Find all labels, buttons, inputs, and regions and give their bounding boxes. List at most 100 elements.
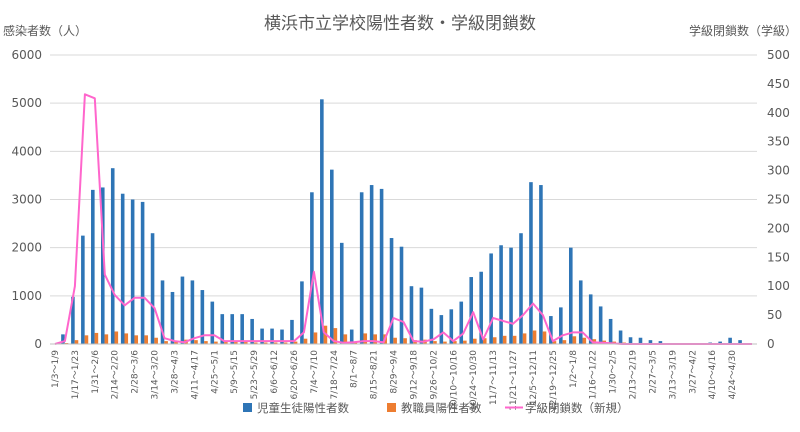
- bar-student-cases: [469, 277, 473, 344]
- y-left-tick-label: 3000: [11, 193, 42, 207]
- y-right-tick-label: 450: [767, 77, 790, 91]
- y-axis-right-label: 学級閉鎖数（学級）: [689, 23, 797, 38]
- bar-staff-cases: [304, 339, 308, 344]
- x-tick-label: 7/4～7/10: [310, 350, 320, 394]
- y-right-tick-label: 0: [767, 337, 775, 351]
- y-left-tick-label: 4000: [11, 144, 42, 158]
- bar-student-cases: [191, 280, 195, 344]
- bar-staff-cases: [134, 335, 138, 344]
- y-right-tick-label: 150: [767, 250, 790, 264]
- x-tick-label: 9/12～9/18: [410, 350, 420, 400]
- bar-staff-cases: [85, 335, 89, 344]
- y-left-tick-label: 2000: [11, 241, 42, 255]
- y-left-tick-label: 6000: [11, 48, 42, 62]
- bar-student-cases: [230, 314, 234, 344]
- bar-student-cases: [599, 306, 603, 344]
- bar-staff-cases: [573, 336, 577, 344]
- x-tick-label: 2/28～3/6: [131, 350, 141, 394]
- bar-staff-cases: [105, 334, 109, 344]
- x-tick-label: 4/25～5/1: [210, 350, 220, 394]
- y-left-tick-label: 0: [34, 337, 42, 351]
- y-right-tick-label: 200: [767, 221, 790, 235]
- bar-student-cases: [360, 192, 364, 344]
- bar-student-cases: [330, 170, 334, 344]
- bar-staff-cases: [503, 336, 507, 344]
- x-tick-label: 2/14～2/20: [111, 350, 121, 400]
- x-tick-label: 8/15～8/21: [370, 350, 380, 399]
- x-tick-label: 4/10～4/16: [708, 350, 718, 400]
- y-right-tick-label: 500: [767, 48, 790, 62]
- bar-student-cases: [539, 185, 543, 344]
- x-tick-label: 1/31～2/6: [91, 350, 101, 394]
- bar-student-cases: [569, 248, 573, 344]
- bar-student-cases: [499, 245, 503, 344]
- bar-student-cases: [579, 280, 583, 344]
- x-tick-label: 3/13～3/19: [668, 350, 678, 400]
- bar-staff-cases: [583, 338, 587, 344]
- chart-title: 横浜市立学校陽性者数・学級閉鎖数: [264, 14, 536, 34]
- x-tick-label: 4/11～4/17: [190, 350, 200, 399]
- bar-staff-cases: [523, 333, 527, 344]
- legend-label: 教職員陽性者数: [401, 401, 482, 415]
- x-tick-label: 6/20～6/26: [290, 350, 300, 400]
- bar-student-cases: [509, 248, 513, 344]
- bar-staff-cases: [363, 333, 367, 344]
- bar-student-cases: [240, 314, 244, 344]
- bar-student-cases: [420, 288, 424, 344]
- bar-staff-cases: [473, 339, 477, 344]
- x-tick-label: 4/24～4/30: [728, 350, 738, 400]
- x-tick-label: 1/2～1/8: [569, 350, 579, 388]
- bar-staff-cases: [533, 331, 537, 344]
- bar-staff-cases: [403, 338, 407, 344]
- bar-staff-cases: [563, 340, 567, 344]
- bar-staff-cases: [513, 336, 517, 344]
- x-tick-label: 5/23～5/29: [250, 350, 260, 400]
- bar-student-cases: [440, 315, 444, 344]
- x-tick-label: 2/27～3/5: [648, 350, 658, 394]
- y-left-tick-label: 1000: [11, 289, 42, 303]
- line-class-closures: [55, 94, 752, 344]
- line-series-group: [55, 94, 752, 344]
- x-tick-label: 2/13～2/19: [629, 350, 639, 400]
- y-right-tick-label: 250: [767, 193, 790, 207]
- x-tick-label: 1/16～1/22: [589, 350, 599, 399]
- x-tick-label: 1/30～2/5: [609, 350, 619, 394]
- bar-student-cases: [211, 302, 215, 344]
- x-tick-label: 3/27～4/2: [688, 350, 698, 394]
- bar-staff-cases: [154, 338, 158, 344]
- bar-student-cases: [489, 253, 493, 344]
- bar-student-cases: [529, 182, 533, 344]
- bar-staff-cases: [124, 333, 128, 344]
- bar-staff-cases: [463, 341, 467, 344]
- bar-student-cases: [181, 277, 185, 344]
- legend-label: 学級閉鎖数（新規）: [525, 401, 629, 415]
- bar-student-cases: [81, 236, 85, 344]
- x-tick-label: 9/26～10/2: [429, 350, 439, 399]
- bar-student-cases: [121, 194, 125, 344]
- y-right-tick-label: 100: [767, 279, 790, 293]
- bar-student-cases: [370, 185, 374, 344]
- bar-student-cases: [91, 190, 95, 344]
- x-tick-label: 1/3～1/9: [51, 350, 61, 388]
- bar-student-cases: [151, 233, 155, 344]
- bar-staff-cases: [314, 332, 318, 344]
- bar-student-cases: [589, 294, 593, 344]
- bar-staff-cases: [393, 338, 397, 344]
- bar-staff-cases: [543, 331, 547, 344]
- bar-staff-cases: [373, 334, 377, 344]
- x-tick-label: 8/29～9/4: [390, 350, 400, 394]
- x-tick-label: 8/1～8/7: [350, 350, 360, 388]
- bar-staff-cases: [194, 340, 198, 344]
- bar-student-cases: [310, 192, 314, 344]
- bar-student-cases: [609, 319, 613, 344]
- bar-student-cases: [619, 331, 623, 344]
- x-tick-label: 1/17～1/23: [71, 350, 81, 399]
- bar-student-cases: [629, 337, 633, 344]
- legend-label: 児童生徒陽性者数: [257, 401, 349, 415]
- x-tick-label: 11/7～11/13: [489, 350, 499, 405]
- gridlines: [50, 55, 757, 344]
- axes-group: 0100020003000400050006000050100150200250…: [11, 48, 789, 411]
- legend-swatch: [243, 403, 252, 412]
